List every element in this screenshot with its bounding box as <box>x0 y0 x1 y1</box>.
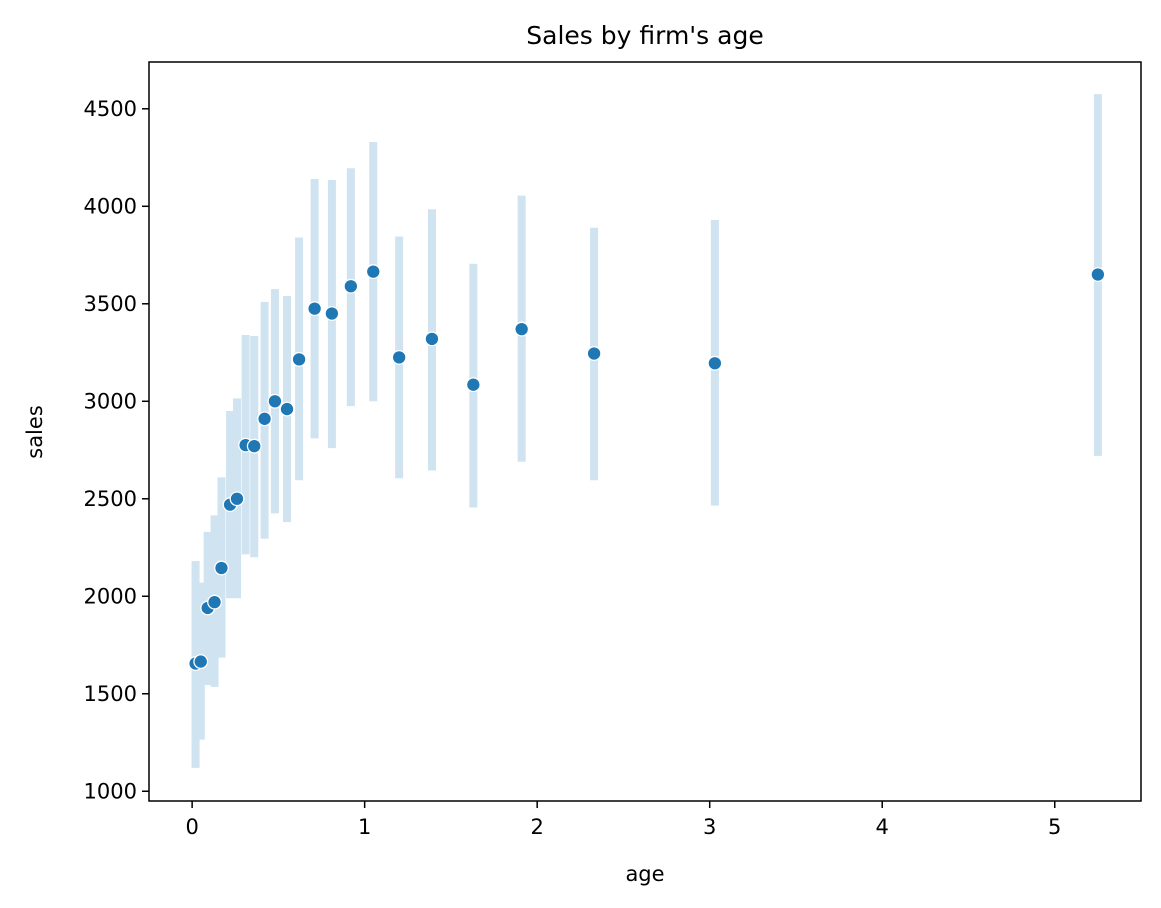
y-tick-label: 3500 <box>84 292 137 316</box>
data-point <box>465 377 481 393</box>
data-point <box>291 351 307 367</box>
x-tick-label: 0 <box>185 815 198 839</box>
data-point <box>229 491 245 507</box>
data-point <box>267 393 283 409</box>
y-tick-label: 4000 <box>84 194 137 218</box>
y-axis-label: sales <box>23 405 47 459</box>
data-point <box>514 321 530 337</box>
data-point <box>391 349 407 365</box>
y-tick-label: 4500 <box>84 97 137 121</box>
points-layer <box>188 264 1106 671</box>
data-point <box>424 331 440 347</box>
data-point <box>586 346 602 361</box>
axes-frame <box>148 61 1142 802</box>
data-point <box>246 438 262 454</box>
x-tick-label: 3 <box>703 815 716 839</box>
x-axis-label: age <box>625 862 664 886</box>
y-axis: 1000 1500 2000 2500 3000 3500 4000 4500 <box>84 97 149 803</box>
data-point <box>279 401 295 417</box>
y-tick-label: 1500 <box>84 682 137 706</box>
data-point <box>257 411 273 427</box>
y-tick-label: 3000 <box>84 389 137 413</box>
y-tick-label: 1000 <box>84 779 137 803</box>
data-point <box>1090 267 1106 282</box>
x-axis: 0 1 2 3 4 5 <box>185 801 1061 839</box>
x-tick-label: 5 <box>1048 815 1061 839</box>
data-point <box>365 264 381 280</box>
y-tick-label: 2500 <box>84 487 137 511</box>
x-tick-label: 2 <box>530 815 543 839</box>
data-point <box>324 306 340 321</box>
data-point <box>214 560 229 576</box>
data-point <box>307 301 323 317</box>
data-point <box>707 355 723 371</box>
chart-title: Sales by firm's age <box>526 21 763 50</box>
y-tick-label: 2000 <box>84 584 137 608</box>
data-point <box>343 278 359 294</box>
data-point <box>207 594 223 610</box>
data-point <box>193 654 209 670</box>
x-tick-label: 4 <box>876 815 889 839</box>
x-tick-label: 1 <box>358 815 371 839</box>
